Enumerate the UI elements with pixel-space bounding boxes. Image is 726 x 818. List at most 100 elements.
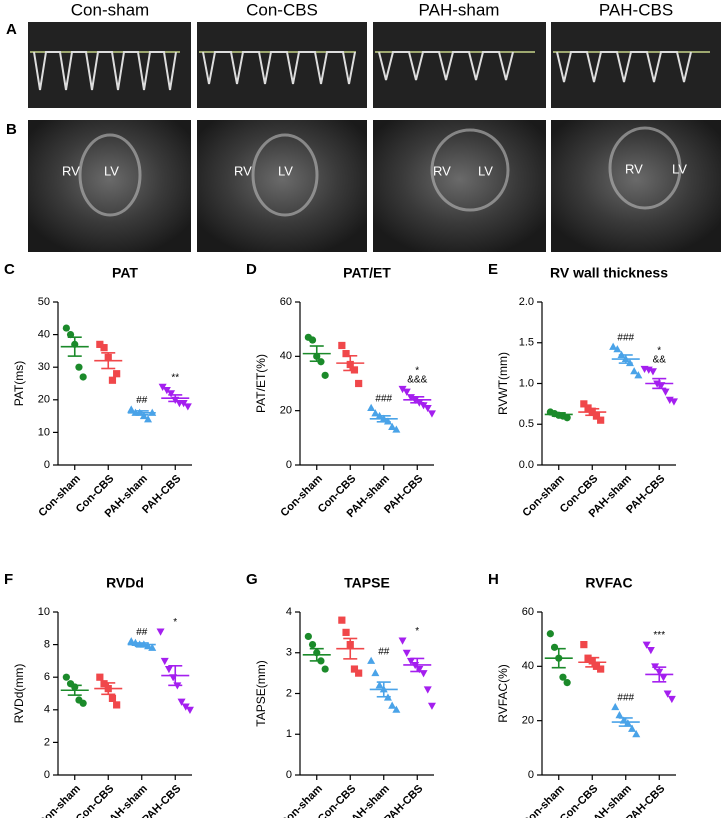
data-point — [609, 342, 618, 350]
x-tick-label: Con-sham — [520, 783, 567, 818]
x-tick-label: Con-sham — [36, 783, 83, 818]
panel-letter: A — [6, 21, 17, 38]
echo-image — [28, 120, 191, 252]
y-tick-label: 50 — [38, 296, 50, 308]
y-tick-label: 0.5 — [519, 418, 534, 430]
y-tick-label: 0 — [44, 459, 50, 471]
data-point — [563, 679, 571, 687]
data-point — [580, 641, 588, 649]
chamber-label: LV — [104, 163, 119, 178]
data-point — [423, 404, 432, 413]
data-point — [100, 680, 108, 688]
data-point — [550, 643, 559, 651]
data-point — [144, 415, 153, 423]
y-tick-label: 1 — [286, 728, 292, 740]
y-tick-label: 0 — [286, 459, 292, 471]
data-point — [646, 647, 655, 655]
data-point — [62, 324, 70, 332]
data-point — [388, 422, 397, 430]
data-point — [398, 637, 407, 645]
data-point — [185, 706, 194, 714]
data-point — [100, 344, 108, 352]
chart-title: RVDd — [106, 575, 144, 591]
data-point — [183, 403, 192, 411]
data-point — [383, 417, 392, 425]
y-tick-label: 8 — [44, 639, 50, 651]
data-point — [113, 701, 121, 709]
chart-title: RV wall thickness — [550, 265, 668, 281]
significance-label: &&& — [407, 375, 427, 386]
data-point — [338, 616, 346, 624]
y-axis-label: RVFAC(%) — [496, 664, 510, 722]
data-point — [342, 350, 350, 358]
panel-letter: E — [488, 261, 498, 278]
data-point — [388, 701, 397, 709]
chart-title: RVFAC — [585, 575, 632, 591]
data-point — [406, 657, 415, 666]
column-header: PAH-sham — [419, 0, 500, 19]
data-point — [669, 398, 678, 406]
y-tick-label: 20 — [38, 394, 50, 406]
y-tick-label: 0 — [286, 769, 292, 781]
panel-a-images — [28, 22, 721, 108]
data-point — [355, 379, 363, 388]
y-tick-label: 4 — [286, 606, 292, 618]
data-point — [630, 367, 639, 375]
data-point — [580, 400, 588, 408]
data-point — [648, 368, 657, 376]
data-point — [367, 403, 376, 411]
waveforms — [33, 51, 692, 91]
data-point — [66, 331, 75, 339]
significance-label: ### — [375, 394, 392, 405]
data-point — [584, 404, 592, 412]
y-tick-label: 60 — [280, 296, 292, 308]
data-point — [613, 345, 622, 353]
y-tick-label: 20 — [522, 715, 534, 727]
data-point — [367, 656, 376, 664]
data-point — [371, 668, 380, 677]
y-tick-label: 2.0 — [519, 296, 534, 308]
x-tick-label: Con-CBS — [558, 783, 601, 818]
x-tick-label: Con-sham — [520, 473, 567, 520]
panel-letter: G — [246, 571, 258, 588]
data-point — [663, 690, 672, 698]
data-point — [632, 730, 641, 738]
x-tick-label: Con-CBS — [316, 783, 359, 818]
data-point — [659, 674, 668, 682]
y-tick-label: 60 — [522, 606, 534, 618]
y-axis-label: PAT(ms) — [12, 361, 26, 407]
data-point — [427, 410, 436, 418]
y-tick-label: 0.0 — [519, 459, 534, 471]
data-point — [611, 702, 620, 711]
data-point — [181, 703, 190, 711]
panel-b-images — [28, 120, 721, 252]
chart-title: PAT — [112, 265, 138, 281]
data-point — [167, 390, 176, 398]
x-tick-label: Con-CBS — [74, 783, 117, 818]
chamber-label: RV — [234, 163, 252, 178]
column-header: Con-CBS — [246, 0, 318, 19]
significance-label: * — [415, 366, 419, 377]
chamber-label: RV — [625, 161, 643, 176]
y-tick-label: 40 — [38, 329, 50, 341]
data-point — [304, 632, 312, 641]
y-tick-label: 0 — [528, 769, 534, 781]
data-point — [75, 363, 83, 371]
data-point — [592, 412, 601, 420]
significance-label: ** — [171, 372, 179, 383]
data-point — [162, 387, 171, 395]
data-point — [597, 416, 605, 424]
y-tick-label: 2 — [44, 736, 50, 748]
data-point — [406, 394, 415, 402]
doppler-image — [551, 22, 721, 108]
panel-letter: B — [6, 121, 17, 138]
x-tick-label: Con-sham — [36, 473, 83, 520]
echo-image — [551, 120, 721, 252]
data-point — [108, 376, 117, 384]
data-point — [661, 388, 670, 396]
significance-label: ### — [617, 332, 634, 343]
heart-outlines — [78, 126, 682, 217]
data-point — [321, 371, 329, 379]
y-tick-label: 10 — [38, 426, 50, 438]
